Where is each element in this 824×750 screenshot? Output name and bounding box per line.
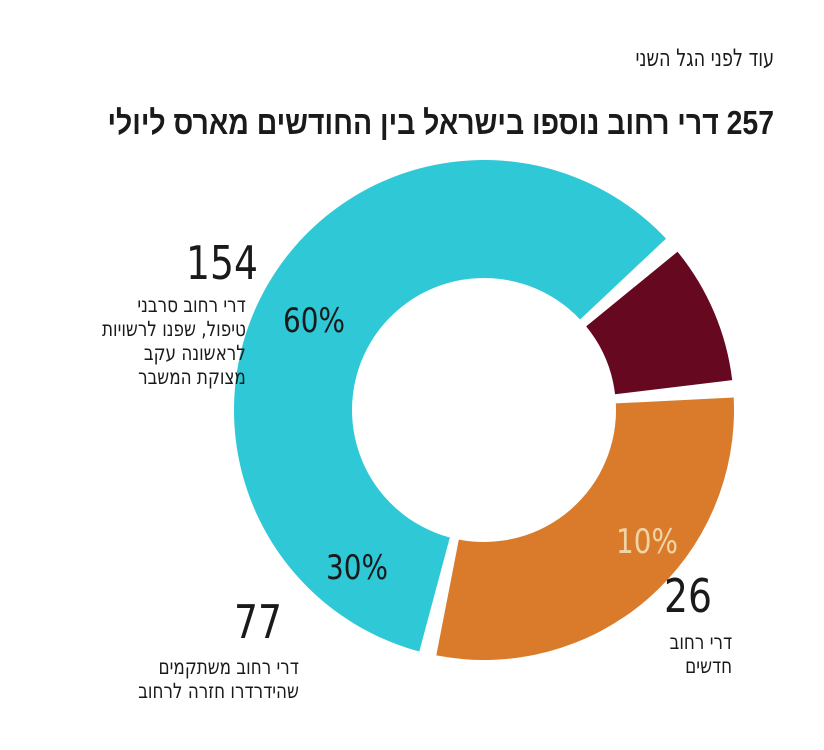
pct-label-treatment-refusers: 60% bbox=[283, 301, 345, 340]
pct-label-relapsed: 30% bbox=[326, 548, 388, 587]
slice-label-new-homeless: דרי רחוב חדשים bbox=[669, 630, 733, 678]
slice-relapsed bbox=[436, 397, 734, 660]
value-label-new-homeless: 26 bbox=[664, 569, 712, 623]
slice-treatment-refusers bbox=[233, 159, 667, 652]
value-label-relapsed: 77 bbox=[234, 595, 282, 649]
value-label-treatment-refusers: 154 bbox=[186, 236, 258, 290]
chart-subtitle: עוד לפני הגל השני bbox=[635, 44, 774, 72]
chart-title: 257 דרי רחוב נוספו בישראל בין החודשים מא… bbox=[107, 104, 774, 141]
pct-label-new-homeless: 10% bbox=[616, 522, 678, 561]
slice-label-relapsed: דרי רחוב משתקמים שהידרדרו חזרה לרחוב bbox=[138, 655, 299, 703]
slice-new-homeless bbox=[586, 251, 733, 395]
slice-label-treatment-refusers: דרי רחוב סרבני טיפול, שפנו לרשויות לראשו… bbox=[102, 293, 246, 389]
